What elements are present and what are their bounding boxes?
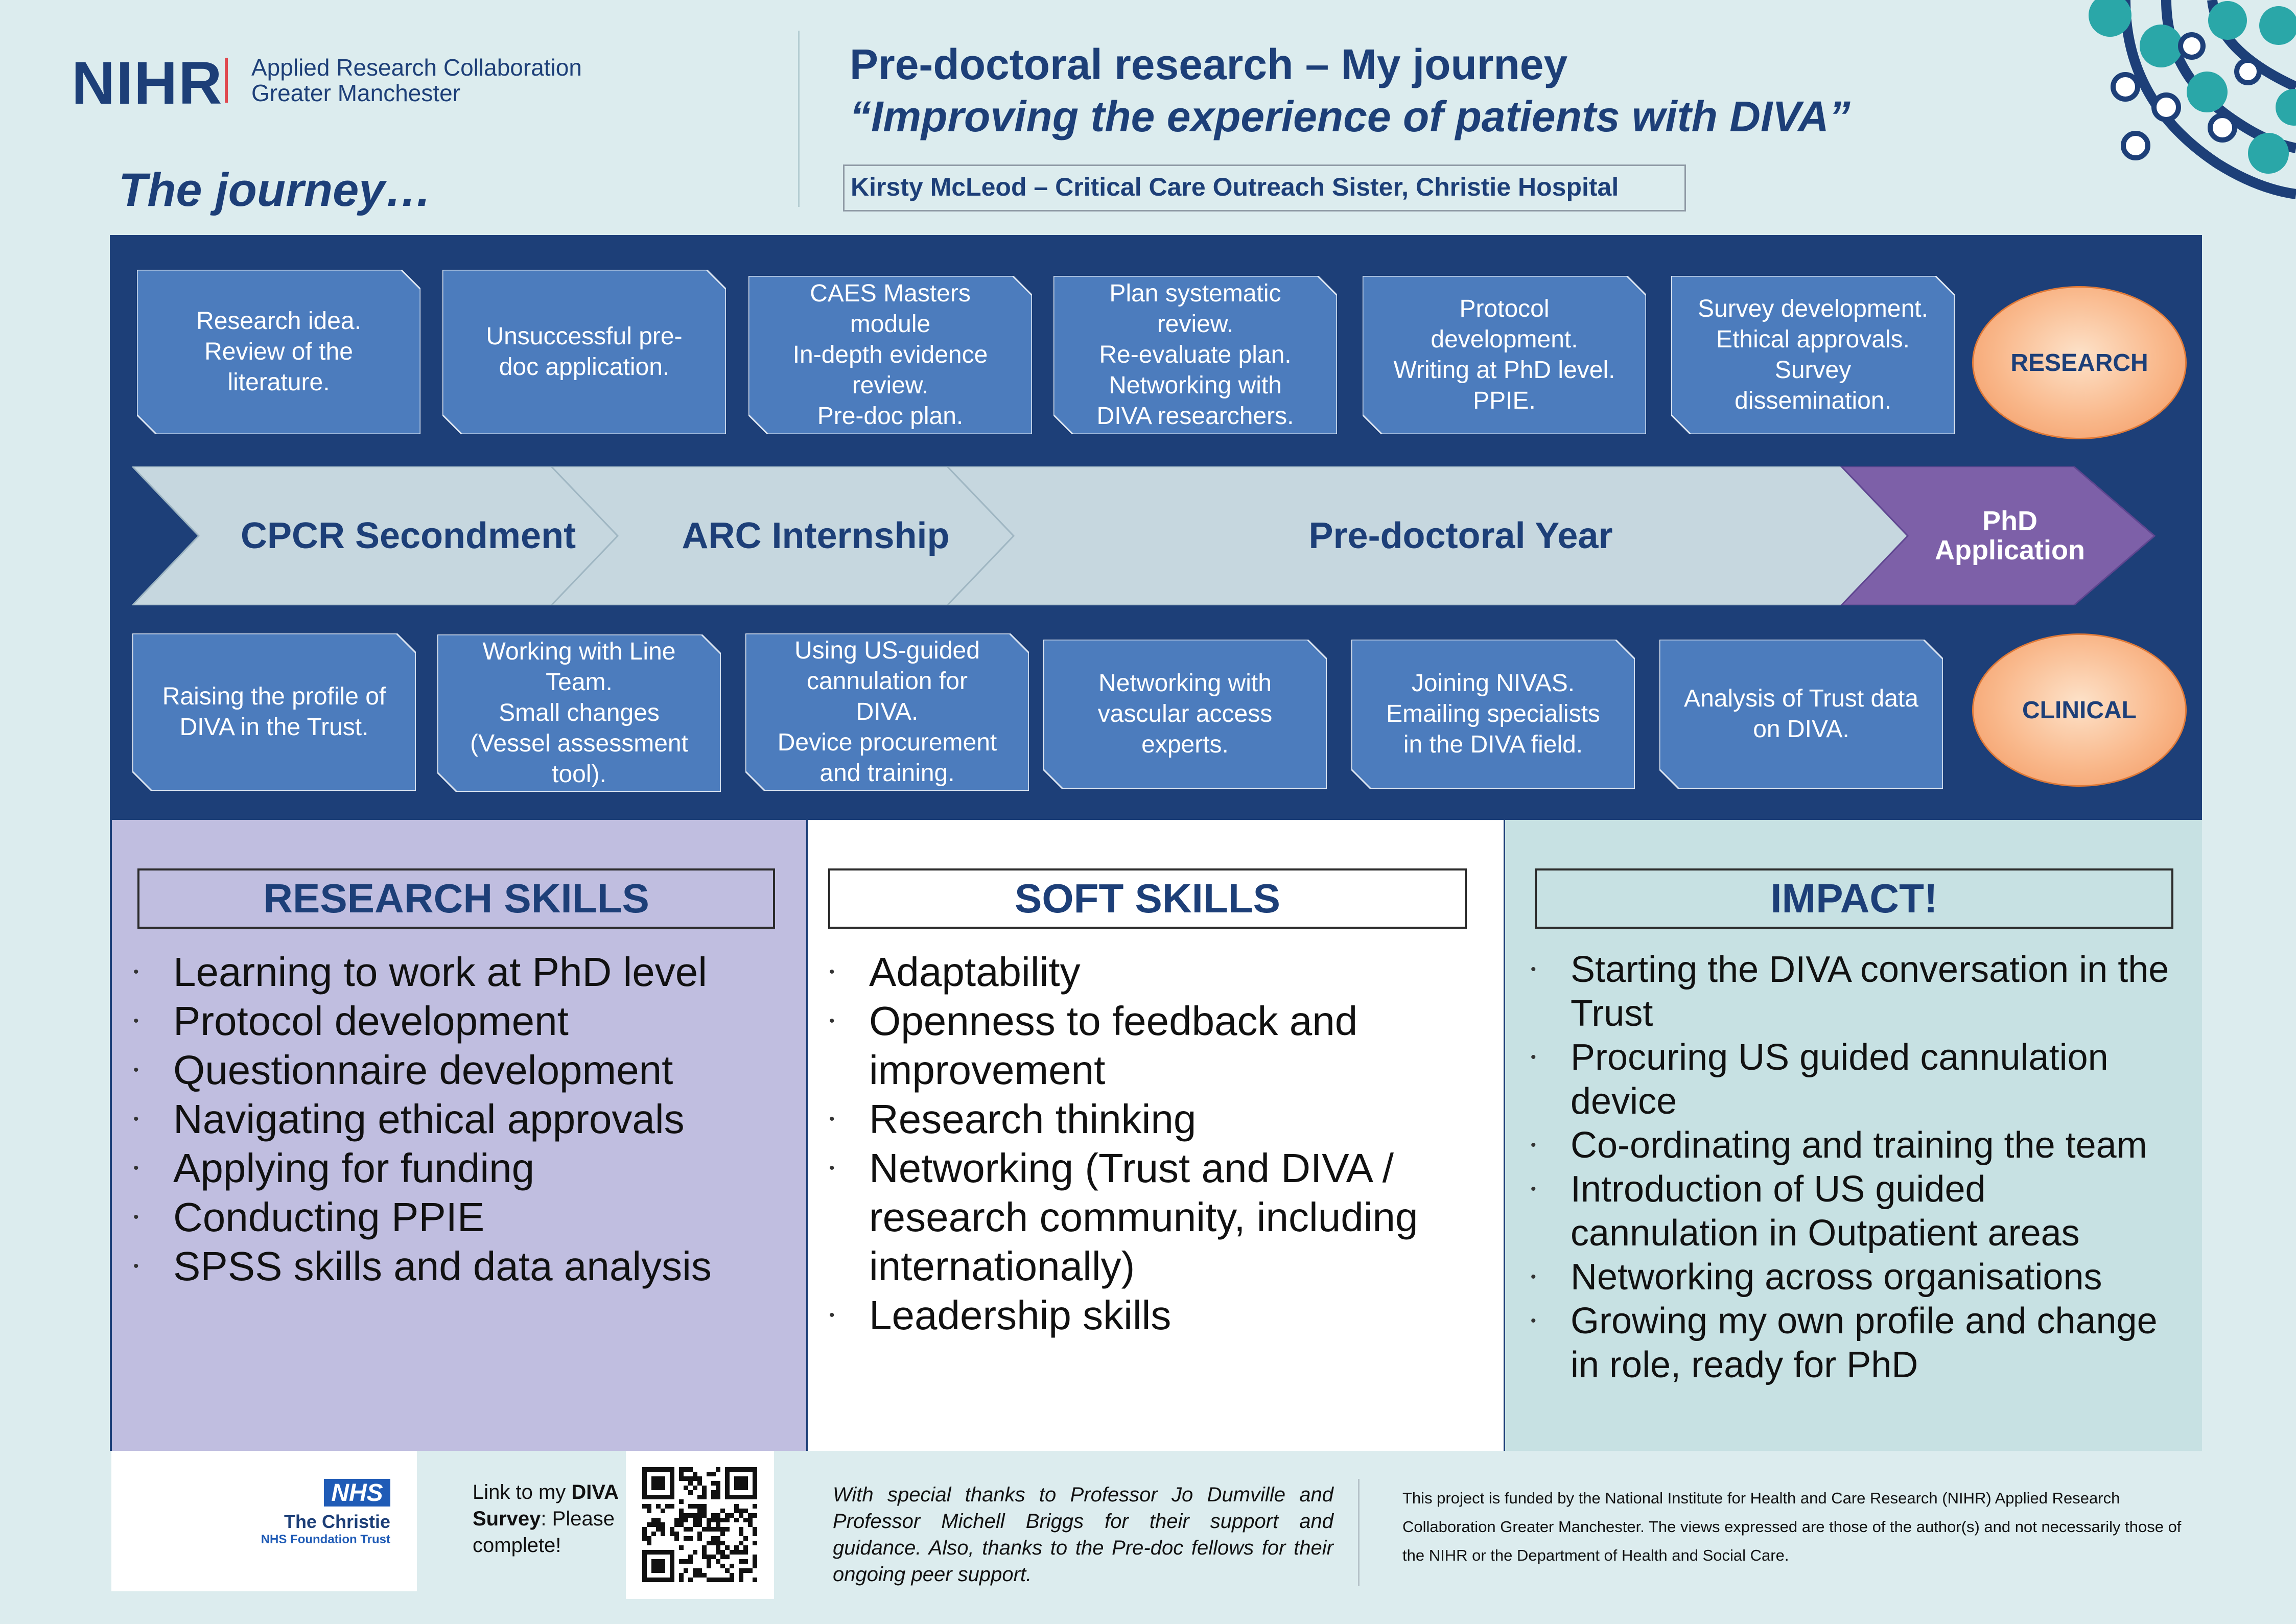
clinical-box-2: Working with Line Team. Small changes (V…: [437, 634, 721, 792]
clinical-box-1: Raising the profile of DIVA in the Trust…: [132, 633, 416, 791]
journey-timeline: RESEARCH CPCR Secondment ARC Internship …: [110, 235, 2202, 820]
stage-arc-internship: ARC Internship: [682, 515, 950, 556]
impact-list-item: Procuring US guided cannulation device: [1531, 1035, 2184, 1123]
chevron-phd: [1840, 466, 2156, 605]
research-box-4-text: Plan systematic review. Re-evaluate plan…: [1096, 280, 1294, 430]
logo-divider: [225, 58, 228, 103]
stage-arrows: [132, 466, 2156, 605]
survey-qr-code[interactable]: [626, 1451, 774, 1599]
clinical-box-5-text: Joining NIVAS. Emailing specialists in t…: [1386, 670, 1600, 758]
decorative-dots-graphic: [2089, 0, 2296, 199]
poster-title: Pre-doctoral research – My journey: [850, 40, 1568, 88]
soft-list-item: Leadership skills: [829, 1291, 1482, 1340]
research-list-item: Conducting PPIE: [133, 1193, 786, 1242]
impact-list: Starting the DIVA conversation in the Tr…: [1531, 948, 2184, 1387]
research-box-2: Unsuccessful pre- doc application.: [442, 270, 726, 434]
clinical-box-6-text: Analysis of Trust data on DIVA.: [1684, 685, 1918, 743]
research-list-item: SPSS skills and data analysis: [133, 1242, 786, 1291]
research-box-3-text: CAES Masters module In-depth evidence re…: [792, 280, 988, 430]
research-box-6: Survey development. Ethical approvals. S…: [1671, 276, 1955, 434]
research-list-item: Learning to work at PhD level: [133, 948, 786, 997]
journey-heading: The journey…: [119, 164, 432, 216]
research-list-item: Navigating ethical approvals: [133, 1095, 786, 1144]
soft-list-item: Research thinking: [829, 1095, 1482, 1144]
clinical-box-1-text: Raising the profile of DIVA in the Trust…: [162, 683, 386, 741]
survey-link-text: Link to my DIVA Survey: Please complete!: [473, 1479, 626, 1559]
christie-logo: NHS The Christie NHS Foundation Trust: [111, 1451, 417, 1591]
impact-list-item: Starting the DIVA conversation in the Tr…: [1531, 948, 2184, 1035]
soft-skills-heading: SOFT SKILLS: [828, 868, 1467, 929]
survey-suffix: : Please complete!: [473, 1508, 615, 1557]
survey-prefix: Link to my: [473, 1481, 572, 1503]
research-box-2-text: Unsuccessful pre- doc application.: [486, 323, 683, 381]
header-divider: [798, 31, 800, 207]
christie-name: The Christie: [284, 1511, 390, 1532]
funding-statement: This project is funded by the National I…: [1402, 1489, 2182, 1564]
soft-skills-column: SOFT SKILLS AdaptabilityOpenness to feed…: [806, 820, 1505, 1451]
clinical-box-6: Analysis of Trust data on DIVA.: [1659, 640, 1943, 789]
research-box-5-text: Protocol development. Writing at PhD lev…: [1393, 295, 1615, 414]
chevron-cpcr: [132, 466, 619, 605]
clinical-box-4-text: Networking with vascular access experts.: [1097, 670, 1273, 758]
research-box-1-text: Research idea. Review of the literature.: [196, 308, 361, 396]
author-box: Kirsty McLeod – Critical Care Outreach S…: [843, 164, 1686, 211]
poster-subtitle: “Improving the experience of patients wi…: [850, 92, 1850, 140]
footer-divider: [1358, 1479, 1360, 1586]
research-list-item: Questionnaire development: [133, 1046, 786, 1095]
survey-name[interactable]: DIVA Survey: [473, 1481, 618, 1530]
impact-list-item: Growing my own profile and change in rol…: [1531, 1299, 2184, 1387]
nhs-logo-badge: NHS: [324, 1479, 390, 1507]
acknowledgements: With special thanks to Professor Jo Dumv…: [833, 1484, 1333, 1586]
logo-line-2: Greater Manchester: [251, 80, 461, 106]
research-box-5: Protocol development. Writing at PhD lev…: [1363, 276, 1646, 434]
research-box-1: Research idea. Review of the literature.: [137, 270, 420, 434]
research-box-6-text: Survey development. Ethical approvals. S…: [1698, 295, 1928, 414]
stage-phd-application: PhD Application: [1935, 506, 2085, 566]
research-skills-column: RESEARCH SKILLS Learning to work at PhD …: [110, 820, 806, 1451]
clinical-box-4: Networking with vascular access experts.: [1043, 640, 1327, 789]
research-list-item: Applying for funding: [133, 1144, 786, 1193]
soft-list-item: Networking (Trust and DIVA / research co…: [829, 1144, 1482, 1291]
research-list-item: Protocol development: [133, 997, 786, 1046]
nihr-logo: NIHR Applied Research Collaboration Grea…: [72, 49, 608, 117]
impact-list-item: Co-ordinating and training the team: [1531, 1123, 2184, 1167]
author-line: Kirsty McLeod – Critical Care Outreach S…: [851, 173, 1619, 201]
research-box-4: Plan systematic review. Re-evaluate plan…: [1053, 276, 1337, 434]
stage-cpcr-secondment: CPCR Secondment: [240, 515, 576, 556]
impact-list-item: Networking across organisations: [1531, 1255, 2184, 1299]
clinical-box-3-text: Using US-guided cannulation for DIVA. De…: [777, 637, 997, 787]
christie-trust: NHS Foundation Trust: [261, 1533, 390, 1546]
impact-column: IMPACT! Starting the DIVA conversation i…: [1505, 820, 2202, 1451]
research-skills-list: Learning to work at PhD levelProtocol de…: [133, 948, 786, 1291]
chevron-arc: [550, 466, 1015, 605]
clinical-box-2-text: Working with Line Team. Small changes (V…: [470, 638, 688, 788]
soft-list-item: Adaptability: [829, 948, 1482, 997]
research-box-3: CAES Masters module In-depth evidence re…: [748, 276, 1032, 434]
research-oval: RESEARCH: [1972, 286, 2187, 439]
clinical-box-3: Using US-guided cannulation for DIVA. De…: [745, 633, 1029, 791]
impact-heading: IMPACT!: [1535, 868, 2173, 929]
qr-code-icon: [642, 1467, 757, 1582]
nihr-wordmark: NIHR: [72, 50, 223, 117]
impact-list-item: Introduction of US guided cannulation in…: [1531, 1167, 2184, 1255]
chevron-predoc: [946, 466, 1909, 605]
clinical-oval: CLINICAL: [1972, 633, 2187, 787]
soft-skills-list: AdaptabilityOpenness to feedback and imp…: [829, 948, 1482, 1340]
research-skills-heading: RESEARCH SKILLS: [137, 868, 775, 929]
soft-list-item: Openness to feedback and improvement: [829, 997, 1482, 1095]
clinical-box-5: Joining NIVAS. Emailing specialists in t…: [1351, 640, 1635, 789]
logo-line-1: Applied Research Collaboration: [251, 54, 582, 81]
stage-predoctoral-year: Pre-doctoral Year: [1308, 515, 1613, 556]
